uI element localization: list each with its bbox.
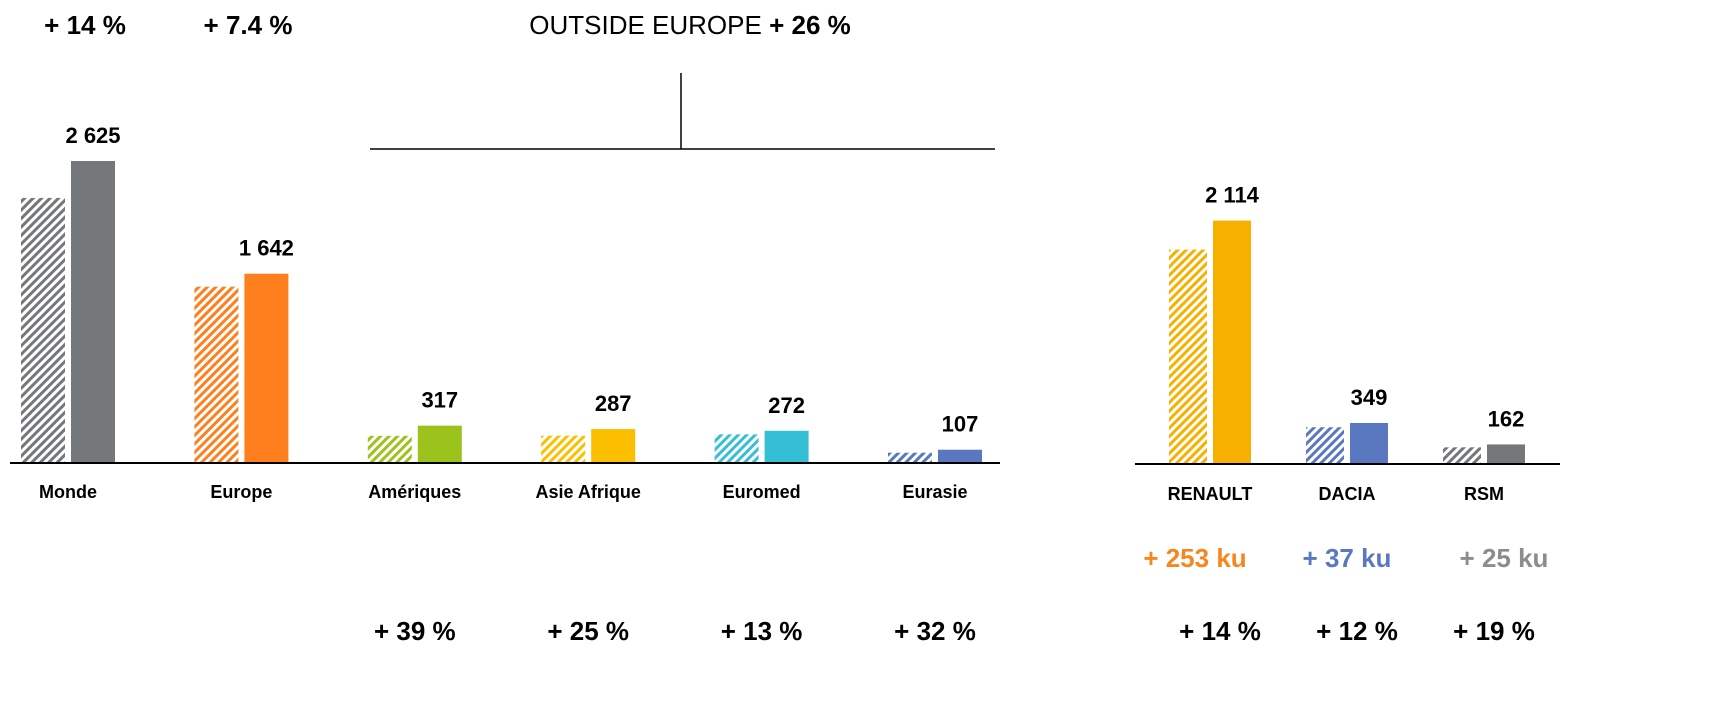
x-tick-label: Monde xyxy=(39,482,97,502)
value-label: 107 xyxy=(942,412,979,437)
x-tick-label: Europe xyxy=(210,482,272,502)
bar xyxy=(1169,249,1207,463)
growth-label: + 7.4 % xyxy=(204,10,293,40)
bar xyxy=(367,435,412,462)
bar xyxy=(1350,422,1388,463)
delta-label: + 37 ku xyxy=(1303,543,1392,573)
bar xyxy=(1213,220,1251,463)
value-label: 1 642 xyxy=(239,236,294,261)
value-label: 287 xyxy=(595,391,632,416)
growth-label: + 14 % xyxy=(1179,616,1261,646)
value-label: 349 xyxy=(1351,385,1388,410)
growth-label: + 25 % xyxy=(547,616,629,646)
bar xyxy=(1306,427,1344,463)
bar xyxy=(71,161,115,462)
bar xyxy=(194,286,239,462)
bar xyxy=(764,430,809,462)
delta-label: + 25 ku xyxy=(1460,543,1549,573)
bar xyxy=(1487,444,1525,463)
value-label: 317 xyxy=(421,388,458,413)
group-label: OUTSIDE EUROPE xyxy=(529,10,762,40)
growth-label: + 39 % xyxy=(374,616,456,646)
growth-label: + 14 % xyxy=(44,10,126,40)
bar xyxy=(714,434,759,462)
value-label: 2 625 xyxy=(65,123,120,148)
x-tick-label: Asie Afrique xyxy=(536,482,641,502)
group-title: OUTSIDE EUROPE + 26 % xyxy=(529,10,851,40)
value-label: 162 xyxy=(1488,406,1525,431)
bar xyxy=(591,429,636,462)
bar xyxy=(244,273,289,462)
x-tick-label: Euromed xyxy=(723,482,801,502)
value-label: 2 114 xyxy=(1205,183,1260,208)
bar xyxy=(541,435,586,462)
bar xyxy=(1443,447,1481,463)
bar xyxy=(21,197,65,462)
x-tick-label: RSM xyxy=(1464,484,1504,504)
bar xyxy=(938,449,982,462)
growth-label: + 12 % xyxy=(1316,616,1398,646)
x-tick-label: DACIA xyxy=(1319,484,1376,504)
group-growth: + 26 % xyxy=(769,10,851,40)
growth-label: + 32 % xyxy=(894,616,976,646)
bar xyxy=(888,452,932,462)
x-tick-label: Amériques xyxy=(368,482,461,502)
x-tick-label: Eurasie xyxy=(902,482,967,502)
growth-label: + 13 % xyxy=(721,616,803,646)
delta-label: + 253 ku xyxy=(1143,543,1246,573)
value-label: 272 xyxy=(768,393,805,418)
bar xyxy=(417,425,462,462)
x-tick-label: RENAULT xyxy=(1168,484,1253,504)
growth-label: + 19 % xyxy=(1453,616,1535,646)
